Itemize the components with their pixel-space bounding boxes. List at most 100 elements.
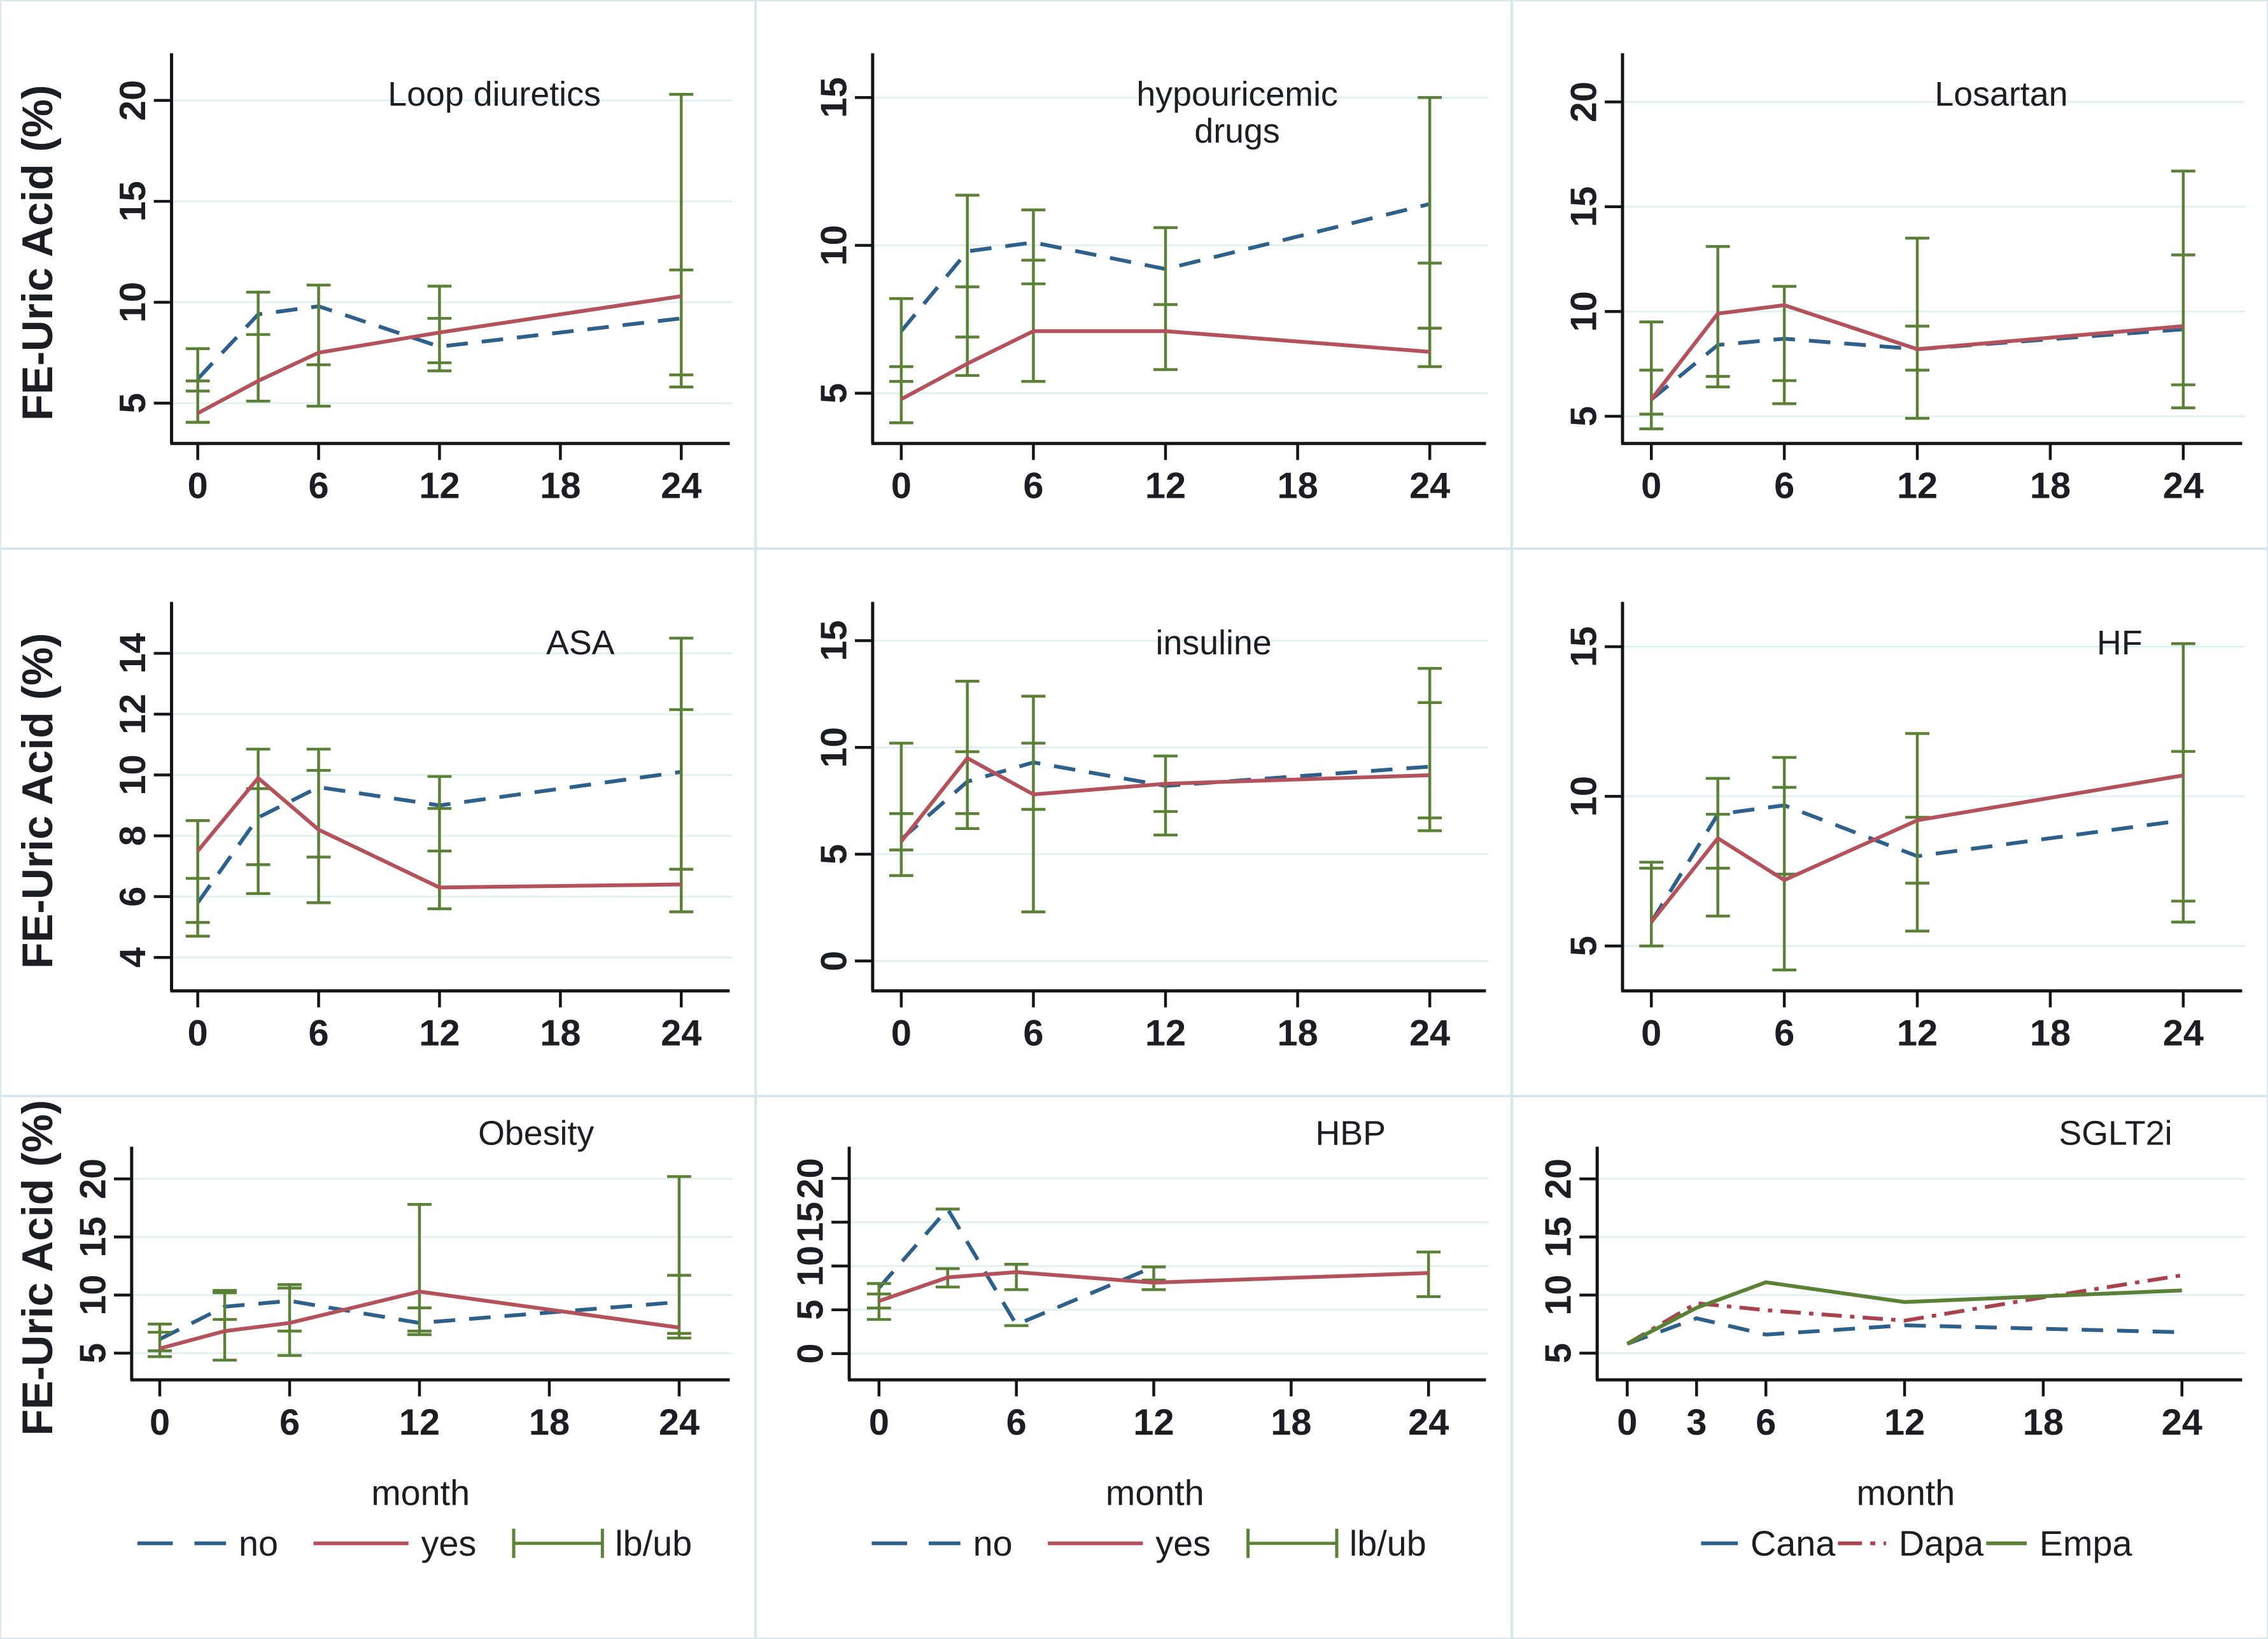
y-tick-label: 0 — [814, 951, 854, 971]
x-tick-label: 18 — [1271, 1402, 1311, 1443]
y-tick-label: 15 — [1539, 1216, 1579, 1257]
x-tick-label: 0 — [1617, 1402, 1637, 1443]
series-no — [877, 1206, 1155, 1327]
x-tick-label: 0 — [188, 466, 208, 507]
chart-hf: 5 10 15 0 6 12 18 24 HF — [1563, 601, 2245, 1054]
x-tick-label: 0 — [188, 1013, 208, 1054]
panel-hf: 5 10 15 0 6 12 18 24 HF — [1512, 549, 2268, 1096]
x-axis-label: month — [1856, 1474, 1955, 1513]
legend-label: yes — [421, 1524, 477, 1563]
chart-losartan: 5 10 15 20 0 6 12 18 24 Losartan — [1563, 53, 2245, 507]
y-tick-label: 5 — [1563, 936, 1604, 956]
panel-insuline: 0 5 10 15 0 6 12 18 24 insuline — [756, 549, 1512, 1096]
x-tick-label: 6 — [1774, 1013, 1794, 1054]
x-tick-label: 12 — [1145, 1013, 1186, 1054]
y-tick-label: 0 — [791, 1344, 831, 1364]
legend-label: lb/ub — [1349, 1524, 1426, 1563]
y-axis-label: FE-Uric Acid (%) — [14, 85, 62, 421]
x-tick-label: 0 — [1641, 466, 1661, 507]
series-yes — [878, 1270, 1429, 1303]
y-tick-label: 10 — [1563, 291, 1604, 332]
x-tick-label: 18 — [540, 1013, 581, 1054]
chart-obesity: 5 10 15 20 0 6 12 18 24 Obesity FE-Uric Acid (%) mo… — [14, 1100, 733, 1563]
x-tick-label: 6 — [1006, 1402, 1027, 1443]
x-tick-label: 18 — [2030, 1013, 2071, 1054]
chart-title: SGLT2i — [2059, 1115, 2172, 1153]
x-tick-label: 12 — [419, 1013, 460, 1054]
y-tick-label: 14 — [113, 633, 153, 673]
y-tick-label: 5 — [814, 844, 854, 864]
x-tick-label: 6 — [1756, 1402, 1776, 1443]
series-Cana — [1626, 1316, 2182, 1346]
x-tick-label: 18 — [529, 1402, 570, 1443]
x-tick-label: 3 — [1686, 1402, 1707, 1443]
x-tick-label: 12 — [399, 1402, 440, 1443]
y-tick-label: 5 — [73, 1343, 113, 1363]
y-tick-label: 20 — [73, 1158, 113, 1199]
panel-hbp: 0 5 10 15 20 0 6 12 18 24 HBP month no yes lb/ub — [756, 1096, 1512, 1639]
x-tick-label: 6 — [308, 1013, 328, 1054]
y-tick-label: 12 — [113, 694, 153, 735]
y-tick-label: 15 — [73, 1216, 113, 1257]
panel-sglt2i: 5 10 15 20 0 3 6 12 18 24 SGLT2i month Cana Dapa Empa — [1512, 1096, 2268, 1639]
x-axis-label: month — [1106, 1474, 1204, 1513]
x-tick-label: 12 — [1884, 1402, 1925, 1443]
y-tick-label: 5 — [1539, 1343, 1579, 1363]
y-tick-label: 15 — [113, 181, 153, 222]
series-Dapa — [1626, 1273, 2183, 1346]
x-tick-label: 24 — [1408, 1402, 1449, 1443]
x-tick-label: 0 — [891, 1013, 912, 1054]
y-tick-label: 20 — [791, 1158, 831, 1199]
legend-label: Empa — [2039, 1524, 2132, 1563]
legend-label: yes — [1155, 1524, 1211, 1563]
chart-title: HF — [2097, 624, 2143, 662]
y-tick-label: 10 — [814, 727, 854, 768]
legend-label: no — [973, 1524, 1013, 1563]
x-tick-label: 6 — [308, 466, 328, 507]
y-tick-label: 10 — [1539, 1275, 1579, 1316]
series-yes — [197, 294, 682, 415]
y-tick-label: 5 — [814, 383, 854, 404]
x-tick-label: 24 — [2162, 1402, 2202, 1443]
panel-hypouricemic-drugs: 5 10 15 0 6 12 18 24 hypouricemic drugs — [756, 0, 1512, 549]
x-tick-label: 0 — [1641, 1013, 1661, 1054]
chart-title: Obesity — [478, 1115, 594, 1153]
x-tick-label: 6 — [279, 1402, 300, 1443]
series-no — [158, 1298, 680, 1341]
x-tick-label: 18 — [540, 466, 581, 507]
legend-label: no — [239, 1524, 278, 1563]
x-tick-label: 12 — [419, 466, 460, 507]
y-tick-label: 10 — [113, 282, 153, 323]
chart-asa: 4 6 8 10 12 14 0 6 12 18 24 ASA FE-Uric Acid (%) — [14, 601, 733, 1054]
x-tick-label: 6 — [1774, 466, 1794, 507]
y-axis-label: FE-Uric Acid (%) — [14, 633, 62, 969]
x-axis-label: month — [371, 1474, 470, 1513]
x-tick-label: 12 — [1133, 1402, 1174, 1443]
y-tick-label: 20 — [113, 80, 153, 121]
y-axis-label: FE-Uric Acid (%) — [14, 1100, 62, 1436]
chart-title: ASA — [546, 624, 615, 662]
chart-insuline: 0 5 10 15 0 6 12 18 24 insuline — [814, 601, 1489, 1054]
y-tick-label: 15 — [1563, 186, 1604, 227]
chart-title: Loop diuretics — [388, 75, 601, 113]
panel-asa: 4 6 8 10 12 14 0 6 12 18 24 ASA FE-Uric Acid (%) — [0, 549, 756, 1096]
y-tick-label: 5 — [113, 393, 153, 413]
y-tick-label: 10 — [1563, 776, 1604, 817]
x-tick-label: 12 — [1145, 466, 1186, 507]
x-tick-label: 0 — [150, 1402, 170, 1443]
x-tick-label: 24 — [2163, 1013, 2204, 1054]
x-tick-label: 6 — [1023, 1013, 1043, 1054]
y-tick-label: 15 — [1563, 626, 1604, 667]
series-yes — [1649, 773, 2184, 924]
x-tick-label: 0 — [869, 1402, 889, 1443]
panel-obesity: 5 10 15 20 0 6 12 18 24 Obesity FE-Uric Acid (%) mo… — [0, 1096, 756, 1639]
legend-label: Dapa — [1899, 1524, 1983, 1563]
series-yes — [1649, 303, 2184, 401]
y-tick-label: 5 — [791, 1300, 831, 1320]
chart-title: HBP — [1315, 1115, 1386, 1153]
y-tick-label: 10 — [73, 1275, 113, 1316]
x-tick-label: 0 — [891, 466, 912, 507]
x-tick-label: 24 — [661, 466, 701, 507]
y-tick-label: 10 — [814, 225, 854, 265]
